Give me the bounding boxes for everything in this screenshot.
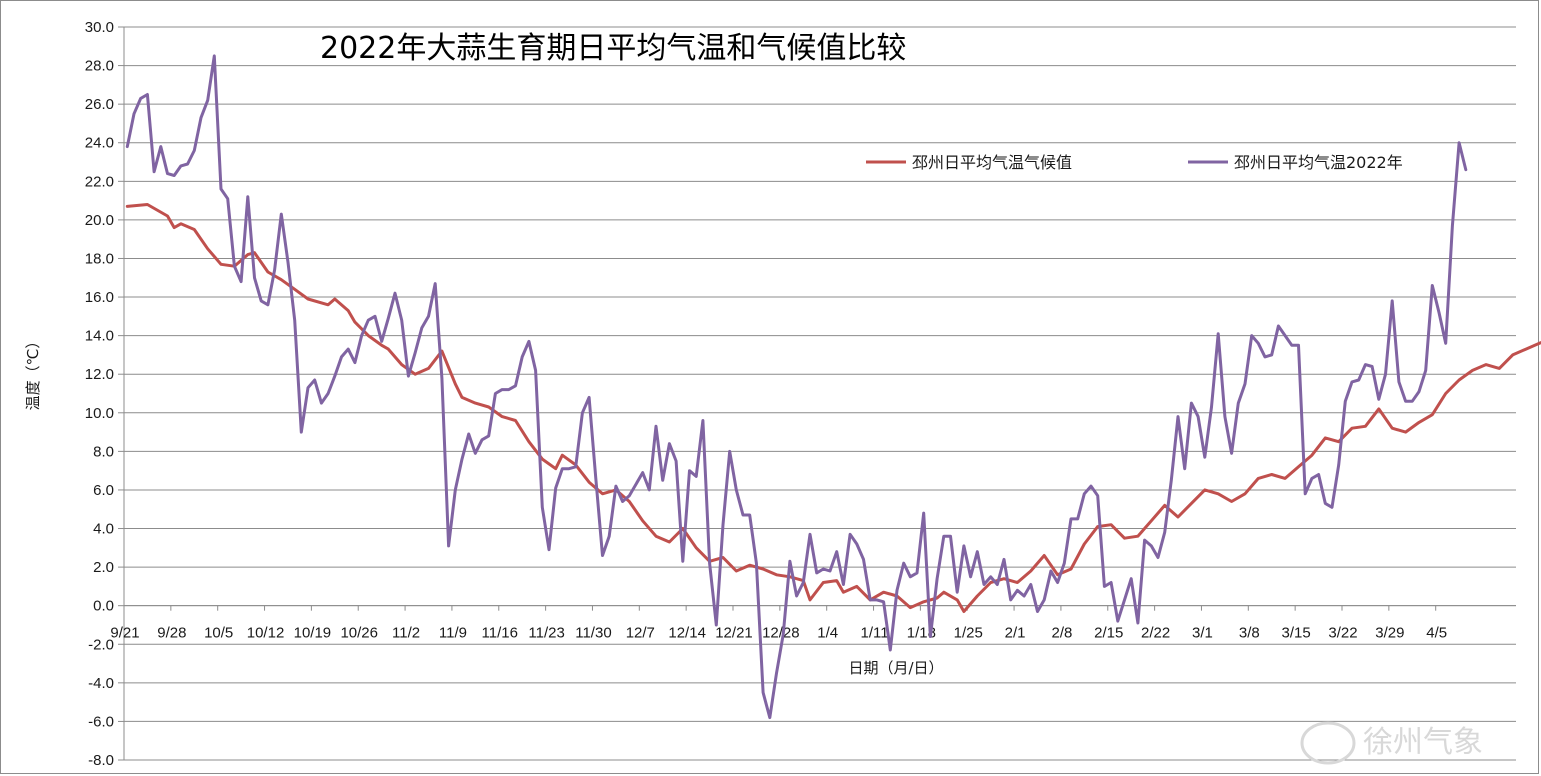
gridlines	[124, 26, 1516, 761]
x-tick-label: 11/2	[392, 625, 420, 642]
x-tick-label: 11/30	[575, 625, 611, 642]
y-tick-label: -8.0	[88, 752, 114, 769]
x-tick-label: 9/21	[110, 625, 139, 642]
y-tick-label: -2.0	[88, 636, 114, 653]
x-tick-labels: 9/21 9/28 10/5 10/12 10/19 10/26 11/2 11/9 11/16…	[110, 625, 1447, 642]
y-tick-label: 12.0	[85, 366, 114, 383]
chart-title: 2022年大蒜生育期日平均气温和气候值比较	[320, 31, 906, 66]
x-tick-label: 12/7	[626, 625, 655, 642]
y-tick-label: -6.0	[88, 713, 114, 730]
y-tick-label: 22.0	[85, 173, 114, 190]
y-tick-label: 30.0	[85, 19, 114, 36]
y-tick-label: 18.0	[85, 250, 114, 267]
x-tick-label: 12/28	[762, 625, 800, 642]
legend-label-normal: 邳州日平均气温气候值	[912, 153, 1072, 172]
x-tick-label: 2/22	[1141, 625, 1170, 642]
x-tick-label: 2/8	[1051, 625, 1072, 642]
watermark-text: 徐州气象	[1363, 725, 1483, 760]
x-tick-label: 9/28	[157, 625, 186, 642]
series-line-normal	[125, 203, 1541, 613]
x-tick-label: 2/1	[1005, 625, 1026, 642]
y-tick-label: 16.0	[85, 289, 114, 306]
legend-label-2022: 邳州日平均气温2022年	[1234, 153, 1403, 172]
x-tick-label: 10/12	[247, 625, 285, 642]
x-axis-title: 日期（月/日）	[848, 659, 943, 677]
y-tick-label: 24.0	[85, 135, 114, 152]
series-lines	[125, 54, 1541, 720]
x-tick-label: 10/19	[294, 625, 332, 642]
y-tick-label: 0.0	[93, 598, 114, 615]
y-axis-title: 温度（℃）	[24, 334, 42, 411]
x-tick-label: 10/26	[340, 625, 378, 642]
weibo-logo-icon	[1300, 721, 1356, 765]
x-tick-label: 11/23	[528, 625, 564, 642]
x-tick-label: 11/16	[482, 625, 518, 642]
x-tick-label: 3/29	[1375, 625, 1404, 642]
x-tick-label: 3/22	[1328, 625, 1357, 642]
y-tick-label: 6.0	[93, 482, 114, 499]
y-tick-label: -4.0	[88, 675, 114, 692]
y-tick-label: 28.0	[85, 58, 114, 75]
x-tick-label: 3/8	[1239, 625, 1260, 642]
x-tick-label: 4/5	[1426, 625, 1447, 642]
x-tick-label: 10/5	[204, 625, 233, 642]
x-tick-label: 12/21	[715, 625, 753, 642]
series-line-2022	[125, 54, 1468, 720]
y-tick-label: 2.0	[93, 559, 114, 576]
x-tick-label: 2/15	[1094, 625, 1123, 642]
x-tick-label: 12/14	[668, 625, 706, 642]
axes	[118, 26, 1516, 761]
y-tick-labels: 30.0 28.0 26.0 24.0 22.0 20.0 18.0 16.0 14.0 12.0…	[85, 19, 114, 769]
watermark: 徐州气象	[1300, 721, 1483, 765]
x-tick-label: 1/11	[860, 625, 888, 642]
y-tick-label: 10.0	[85, 405, 114, 422]
legend: 邳州日平均气温气候值 邳州日平均气温2022年	[866, 153, 1403, 172]
y-tick-label: 4.0	[93, 521, 114, 538]
y-tick-label: 20.0	[85, 212, 114, 229]
x-tick-label: 1/4	[817, 625, 838, 642]
x-tick-label: 11/9	[439, 625, 467, 642]
y-tick-label: 14.0	[85, 328, 114, 345]
x-tick-label: 1/25	[954, 625, 983, 642]
x-tick-label: 3/15	[1282, 625, 1311, 642]
x-tick-label: 3/1	[1192, 625, 1213, 642]
y-tick-label: 26.0	[85, 96, 114, 113]
y-tick-label: 8.0	[93, 443, 114, 460]
